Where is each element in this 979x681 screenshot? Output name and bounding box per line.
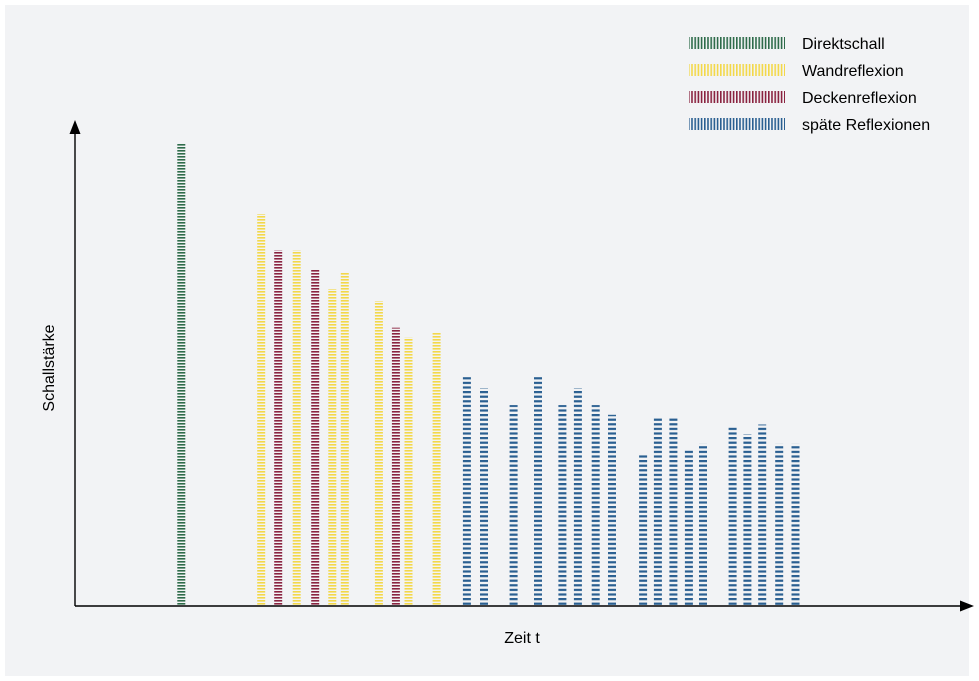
bar-spaete-reflexionen-24 — [728, 426, 737, 606]
bar-wandreflexion-5 — [328, 289, 337, 606]
bar-wandreflexion-1 — [257, 214, 266, 606]
y-axis-arrowhead — [69, 120, 81, 134]
legend-swatch-direktschall — [689, 37, 785, 49]
bar-spaete-reflexionen-18 — [608, 414, 616, 606]
bar-deckenreflexion-4 — [311, 269, 320, 606]
bar-spaete-reflexionen-14 — [534, 376, 542, 606]
bar-spaete-reflexionen-13 — [509, 405, 518, 606]
bar-wandreflexion-3 — [292, 250, 301, 607]
bar-spaete-reflexionen-17 — [591, 405, 600, 606]
bar-deckenreflexion-8 — [391, 327, 400, 606]
legend-label-wandreflexion: Wandreflexion — [802, 63, 904, 80]
legend-swatch-wandreflexion — [689, 64, 785, 76]
legend-label-spaete-reflexionen: späte Reflexionen — [802, 117, 930, 134]
bar-spaete-reflexionen-25 — [743, 434, 752, 606]
bars-layer — [177, 143, 800, 607]
legend-swatch-spaete-reflexionen — [689, 118, 785, 130]
bar-spaete-reflexionen-12 — [480, 388, 488, 606]
chart-legend: Direktschall Wandreflexion Deckenreflexi… — [689, 36, 930, 134]
x-axis-arrowhead — [960, 600, 974, 612]
bar-spaete-reflexionen-27 — [775, 443, 784, 606]
bar-spaete-reflexionen-28 — [791, 443, 800, 606]
bar-direktschall-0 — [177, 143, 186, 607]
bar-wandreflexion-6 — [340, 272, 349, 606]
bar-spaete-reflexionen-20 — [653, 417, 662, 606]
bar-wandreflexion-9 — [404, 337, 413, 606]
bar-spaete-reflexionen-11 — [462, 376, 471, 606]
y-axis-label: Schallstärke — [41, 324, 58, 411]
bar-wandreflexion-10 — [432, 332, 441, 606]
bar-deckenreflexion-2 — [274, 250, 283, 607]
legend-item-direktschall: Direktschall — [689, 36, 885, 53]
legend-item-spaete-reflexionen: späte Reflexionen — [689, 117, 930, 134]
legend-item-deckenreflexion: Deckenreflexion — [689, 90, 917, 107]
bar-spaete-reflexionen-23 — [699, 443, 707, 606]
legend-label-direktschall: Direktschall — [802, 36, 885, 53]
legend-label-deckenreflexion: Deckenreflexion — [802, 90, 917, 107]
bar-spaete-reflexionen-22 — [684, 448, 693, 606]
legend-item-wandreflexion: Wandreflexion — [689, 63, 904, 80]
bar-spaete-reflexionen-19 — [639, 453, 648, 606]
bar-spaete-reflexionen-15 — [558, 405, 567, 606]
bar-spaete-reflexionen-26 — [758, 424, 767, 606]
x-axis-label: Zeit t — [504, 630, 540, 647]
legend-swatch-deckenreflexion — [689, 91, 785, 103]
bar-wandreflexion-7 — [374, 301, 383, 606]
bar-spaete-reflexionen-16 — [573, 388, 582, 606]
bar-spaete-reflexionen-21 — [669, 417, 678, 606]
